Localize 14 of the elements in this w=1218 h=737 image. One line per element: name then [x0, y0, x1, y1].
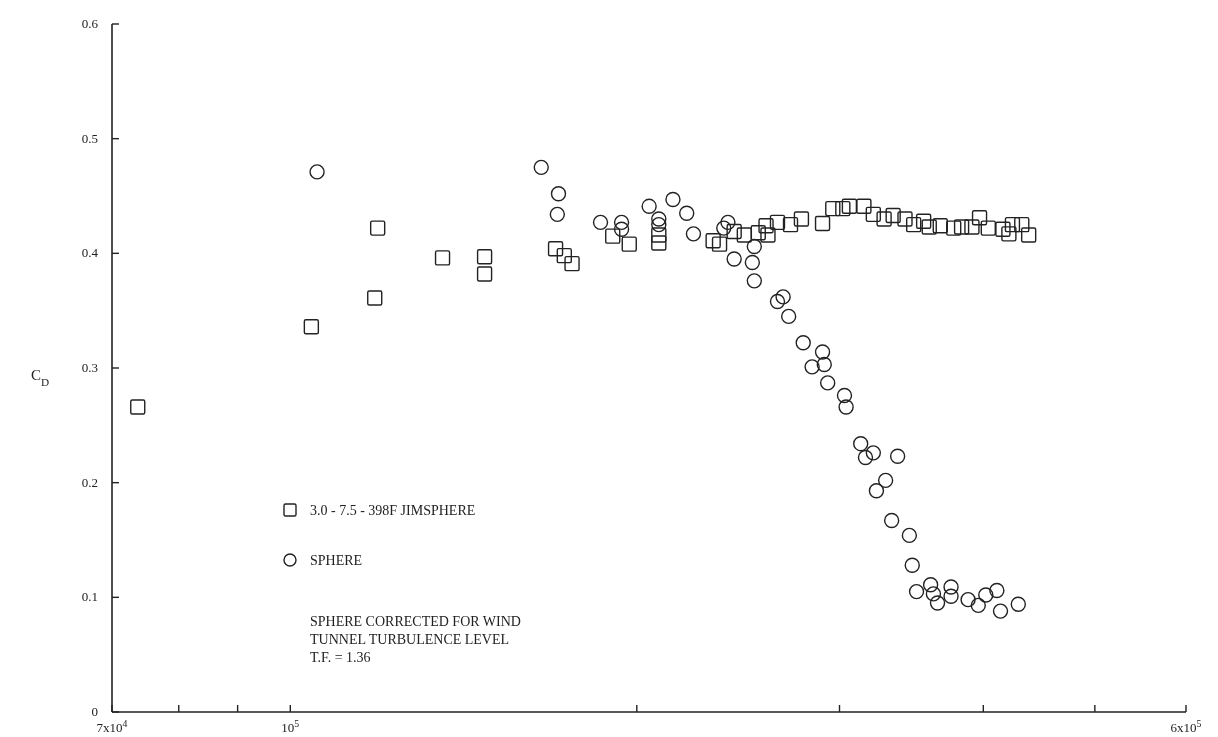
- y-tick-label: 0.2: [81, 474, 98, 490]
- x-tick-label: 7x10$^{4}$: [96, 717, 128, 735]
- annotation: SPHERE CORRECTED FOR WIND TUNNEL TURBULENCE LEVEL T.F. = 1.36: [310, 614, 521, 665]
- y-axis-title: C$_{D}$: [30, 367, 50, 388]
- legend-label: 3.0 - 7.5 - 398F JIMSPHERE: [310, 503, 476, 518]
- y-tick-label: 0.4: [81, 245, 99, 261]
- x-tick-label: 6x10$^{5}$: [1170, 717, 1202, 735]
- y-tick-label: 0.5: [81, 130, 98, 146]
- y-tick-label: 0.6: [81, 16, 99, 31]
- y-tick-label: 0: [91, 704, 98, 719]
- y-tick-label: 0.3: [81, 360, 98, 375]
- legend-label: SPHERE: [310, 553, 363, 568]
- y-tick-label: 0.1: [81, 589, 98, 605]
- x-tick-label: 10$^{5}$: [281, 717, 300, 735]
